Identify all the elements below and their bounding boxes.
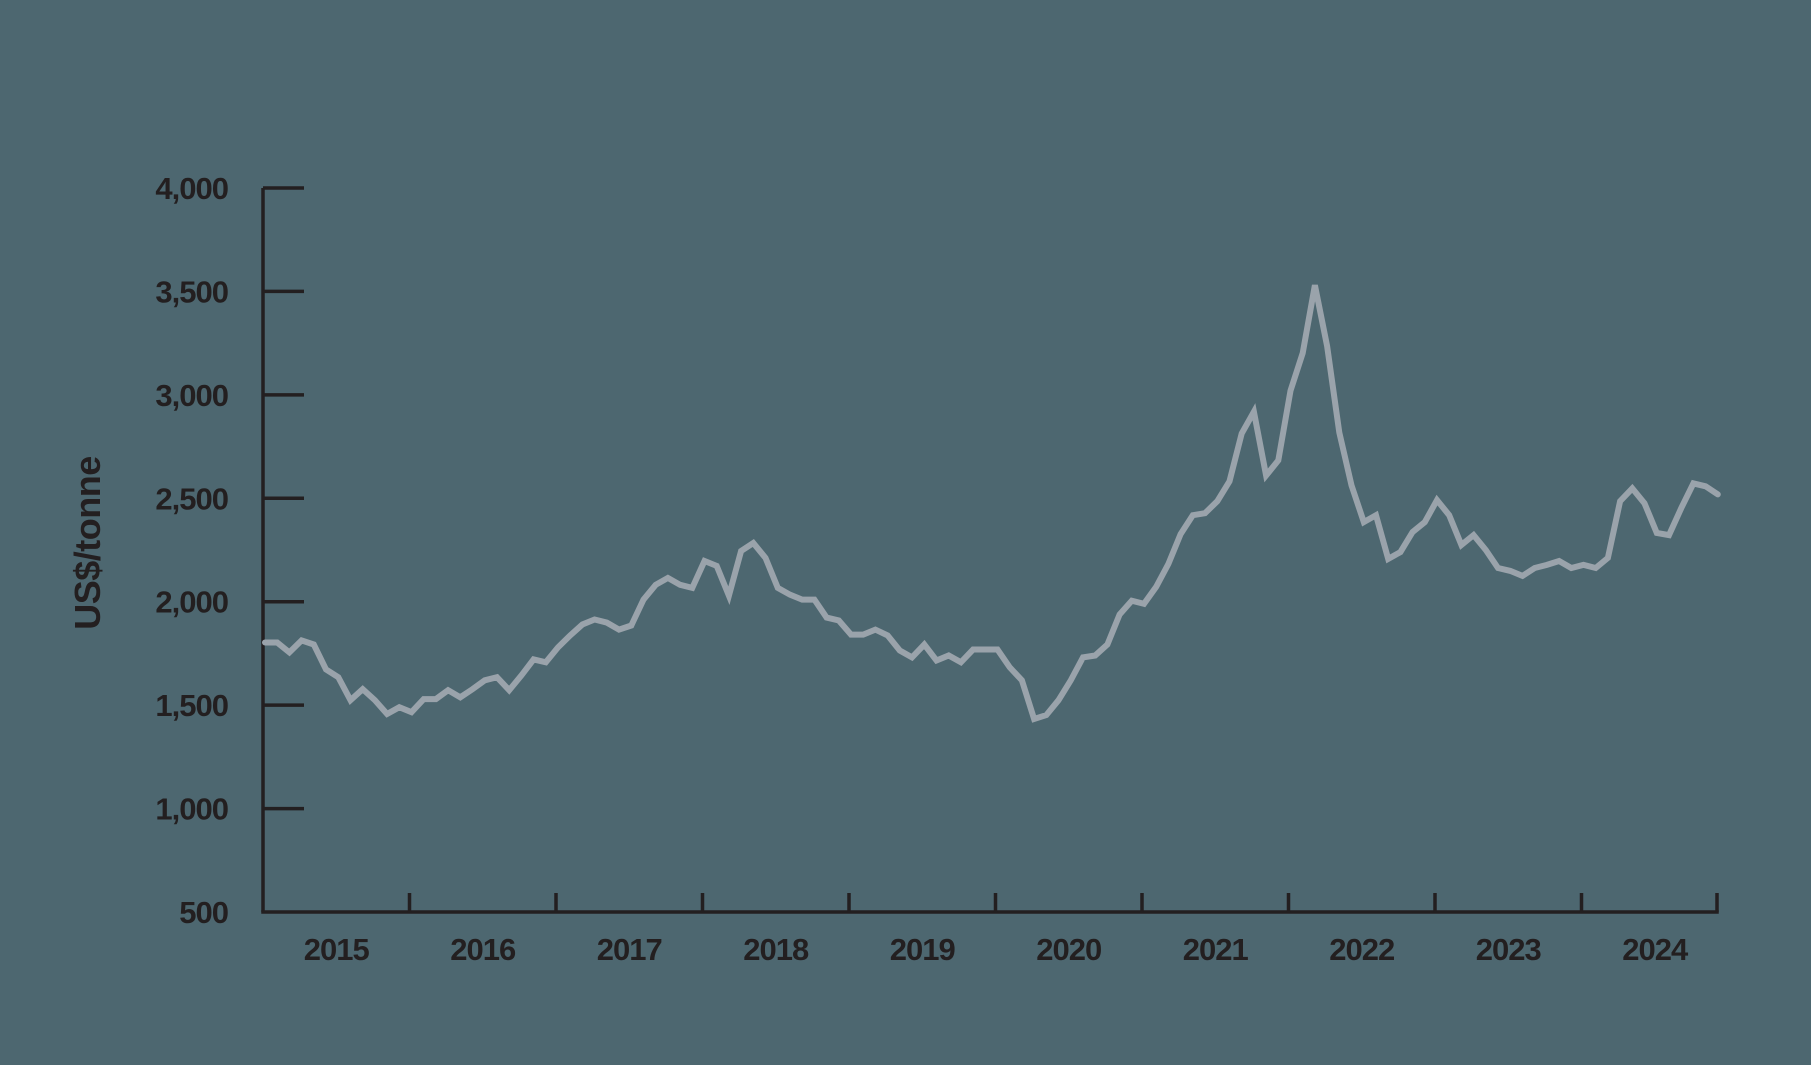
x-tick-label: 2016: [450, 932, 516, 967]
x-tick-label: 2015: [304, 932, 370, 967]
x-tick-label: 2018: [743, 932, 809, 967]
x-axis: 2015 2016 2017 2018 2019 2020 2021 2022 2023 2024: [261, 893, 1719, 967]
x-tick-label: 2020: [1036, 932, 1101, 967]
x-tick-label: 2024: [1622, 932, 1689, 967]
x-tick-label: 2019: [890, 932, 956, 967]
price-line: [262, 284, 1721, 723]
x-tick-label: 2022: [1329, 932, 1394, 967]
y-tick-label: 3,000: [155, 378, 228, 413]
x-tick-label: 2017: [597, 932, 662, 967]
y-tick-label: 4,000: [155, 171, 228, 206]
y-tick-label: 500: [179, 895, 228, 930]
y-axis-title: US$/tonne: [67, 456, 108, 630]
y-tick-label: 3,500: [155, 274, 228, 309]
y-tick-label: 1,000: [155, 792, 228, 827]
x-tick-label: 2023: [1476, 932, 1542, 967]
y-tick-label: 2,000: [155, 585, 228, 620]
y-axis: 500 1,000 1,500 2,000 2,500 3,000 3,500 4,000: [155, 171, 304, 930]
y-tick-label: 1,500: [155, 688, 228, 723]
x-tick-label: 2021: [1183, 932, 1249, 967]
y-tick-label: 2,500: [155, 481, 228, 516]
